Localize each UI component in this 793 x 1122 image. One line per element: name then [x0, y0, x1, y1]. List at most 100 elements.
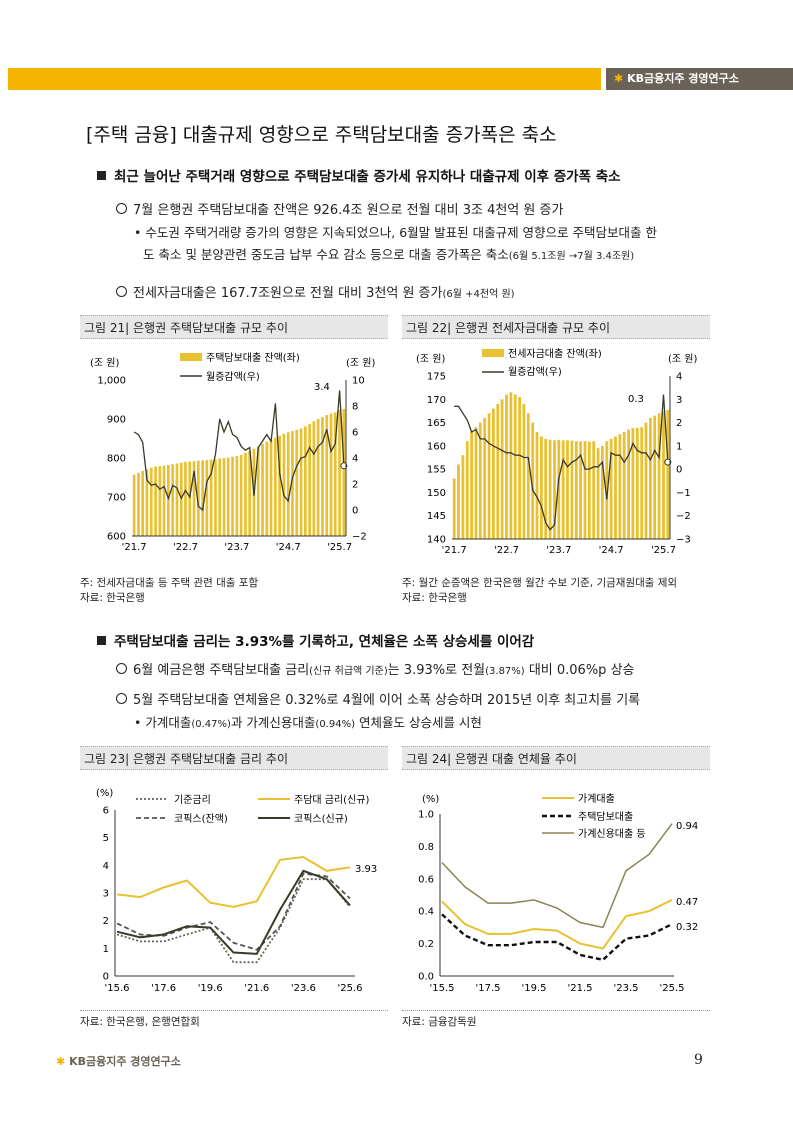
- fig24-source: 자료: 금융감독원: [402, 1016, 477, 1028]
- square-bullet-icon: [97, 636, 106, 645]
- f24-series-line: [441, 913, 673, 962]
- f22-yright-tick: 0: [676, 465, 682, 476]
- f23-ytick: 1: [103, 944, 109, 955]
- sub-bullet-line-1: • 수도권 주택거래량 증가의 영향은 지속되었으나, 6월말 발표된 대출규제…: [134, 225, 658, 240]
- f21-bar: [192, 461, 196, 536]
- f21-yleft-tick: 600: [107, 532, 126, 543]
- f21-bar: [235, 456, 239, 536]
- fig23-source: 자료: 한국은행, 은행연합회: [80, 1016, 200, 1028]
- f22-bar: [627, 429, 630, 539]
- f24-xtick: '19.5: [521, 983, 546, 994]
- f22-yleft-tick: 150: [427, 488, 446, 499]
- fig22-source: 자료: 한국은행: [402, 592, 467, 604]
- f22-bar: [457, 464, 460, 539]
- square-bullet-icon: [97, 171, 106, 180]
- f21-bar: [308, 424, 311, 536]
- f21-xtick: '23.7: [224, 542, 249, 553]
- f24-xtick: '23.5: [613, 983, 638, 994]
- f22-yleft-tick: 145: [427, 511, 446, 522]
- f21-bar: [231, 456, 234, 536]
- f21-bar: [154, 466, 157, 536]
- f22-bar: [505, 394, 508, 539]
- f21-xtick: '21.7: [122, 542, 147, 553]
- circle-bullet-icon: [116, 203, 127, 214]
- f21-bar: [312, 421, 316, 536]
- bullet-text: 5월 주택담보대출 연체율은 0.32%로 4월에 이어 소폭 상승하며 201…: [133, 693, 641, 708]
- fig22-ylabel-right: (조 원): [668, 353, 697, 365]
- f22-bar: [574, 441, 578, 539]
- fig22-annotation: 0.3: [628, 394, 644, 405]
- header-accent-bar: [8, 68, 601, 90]
- kb-logo-icon: ✱: [614, 72, 624, 85]
- f22-bar: [461, 455, 465, 539]
- f23-ytick: 0: [103, 972, 109, 983]
- f22-bar: [513, 394, 517, 539]
- f22-yright-tick: 4: [676, 372, 682, 383]
- header-brand: KB금융지주 경영연구소: [627, 72, 739, 85]
- bullet-2: 전세자금대출은 167.7조원으로 전월 대비 3천억 원 증가(6월 +4천억…: [116, 282, 515, 301]
- f22-bar: [662, 411, 665, 539]
- bullet-text-c: 대비 0.06%p 상승: [524, 663, 635, 678]
- f21-bar: [325, 415, 329, 536]
- f24-series-line: [441, 823, 673, 929]
- f21-bar: [222, 458, 226, 536]
- f21-bar: [248, 451, 251, 536]
- fig23-legend-3: 코픽스(신규): [294, 813, 348, 825]
- f22-yleft-tick: 140: [427, 535, 446, 546]
- f21-bar: [342, 408, 346, 536]
- circle-bullet-icon: [116, 663, 127, 674]
- f21-xtick: '22.7: [173, 542, 198, 553]
- circle-bullet-icon: [116, 286, 127, 297]
- f22-bar: [640, 427, 644, 539]
- f21-bar: [265, 441, 269, 536]
- f22-bar: [649, 417, 652, 539]
- f22-xtick: '23.7: [546, 545, 571, 556]
- f22-bar: [561, 440, 565, 539]
- sub-bullet-1: • 수도권 주택거래량 증가의 영향은 지속되었으나, 6월말 발표된 대출규제…: [134, 222, 724, 268]
- f21-bar: [299, 428, 303, 536]
- f22-yright-tick: 1: [676, 441, 682, 452]
- f23-xtick: '23.6: [291, 983, 316, 994]
- fig23-bottom-rule: [80, 1010, 388, 1011]
- figure-22-chart: (조 원) (조 원) 전세자금대출 잔액(좌) 월증감액(우) 175 170 1…: [416, 348, 697, 556]
- f22-bar: [631, 428, 635, 539]
- sub-bullet-text: 도 축소 및 분양관련 중도금 납부 수요 감소 등으로 대출 증가폭은 축소: [143, 247, 509, 262]
- figure-23-chart: (%) 기준금리 주담대 금리(신규) 코픽스(잔액) 코픽스(신규) 6 5 4 3…: [96, 788, 377, 994]
- fig21-change-line: [133, 390, 345, 512]
- f21-xtick: '25.7: [327, 542, 352, 553]
- f22-xtick: '24.7: [599, 545, 624, 556]
- fig22-legend-line: 월증감액(우): [508, 366, 562, 378]
- f21-bar: [132, 474, 136, 536]
- f22-bar: [522, 403, 526, 539]
- section-heading-text: 주택담보대출 금리는 3.93%를 기록하고, 연체율은 소폭 상승세를 이어감: [114, 634, 535, 650]
- f23-xtick: '19.6: [198, 983, 223, 994]
- f21-bar: [214, 459, 217, 536]
- f23-xtick: '17.6: [151, 983, 176, 994]
- f21-bar: [145, 469, 149, 536]
- f21-bar: [278, 435, 281, 536]
- bullet-text: 전세자금대출은 167.7조원으로 전월 대비 3천억 원 증가: [133, 286, 443, 301]
- bullet-3: 6월 예금은행 주택담보대출 금리(신규 취급액 기준)는 3.93%로 전월(…: [116, 659, 635, 678]
- f21-bar: [274, 437, 277, 536]
- sub-bullet-line-2: 도 축소 및 분양관련 중도금 납부 수요 감소 등으로 대출 증가폭은 축소(…: [134, 244, 724, 268]
- f21-bar: [149, 467, 153, 537]
- f22-bar: [570, 440, 574, 539]
- f22-bar: [587, 441, 591, 539]
- fig21-endpoint-marker: [340, 462, 348, 470]
- sub-text-c: 연체율도 상승세를 시현: [355, 715, 482, 730]
- f22-yleft-tick: 155: [427, 465, 446, 476]
- f21-bar: [141, 470, 144, 536]
- f21-bar: [333, 412, 337, 536]
- f22-yright-tick: 3: [676, 395, 682, 406]
- f22-bar: [470, 431, 473, 539]
- fig21-note: 주: 전세자금대출 등 주택 관련 대출 포함: [80, 577, 259, 589]
- page-number: 9: [694, 1052, 703, 1068]
- f21-bar: [316, 419, 320, 536]
- figure-24-chart: (%) 가계대출 주택담보대출 가계신용대출 등 1.0 0.8 0.6 0.4 0.2…: [418, 793, 698, 994]
- f21-yleft-tick: 900: [107, 415, 126, 426]
- fig21-source: 자료: 한국은행: [80, 592, 145, 604]
- f22-bar: [483, 417, 487, 539]
- f21-yleft-tick: 1,000: [97, 376, 126, 387]
- fig21-annotation: 3.4: [314, 382, 330, 393]
- f22-bar: [605, 441, 609, 539]
